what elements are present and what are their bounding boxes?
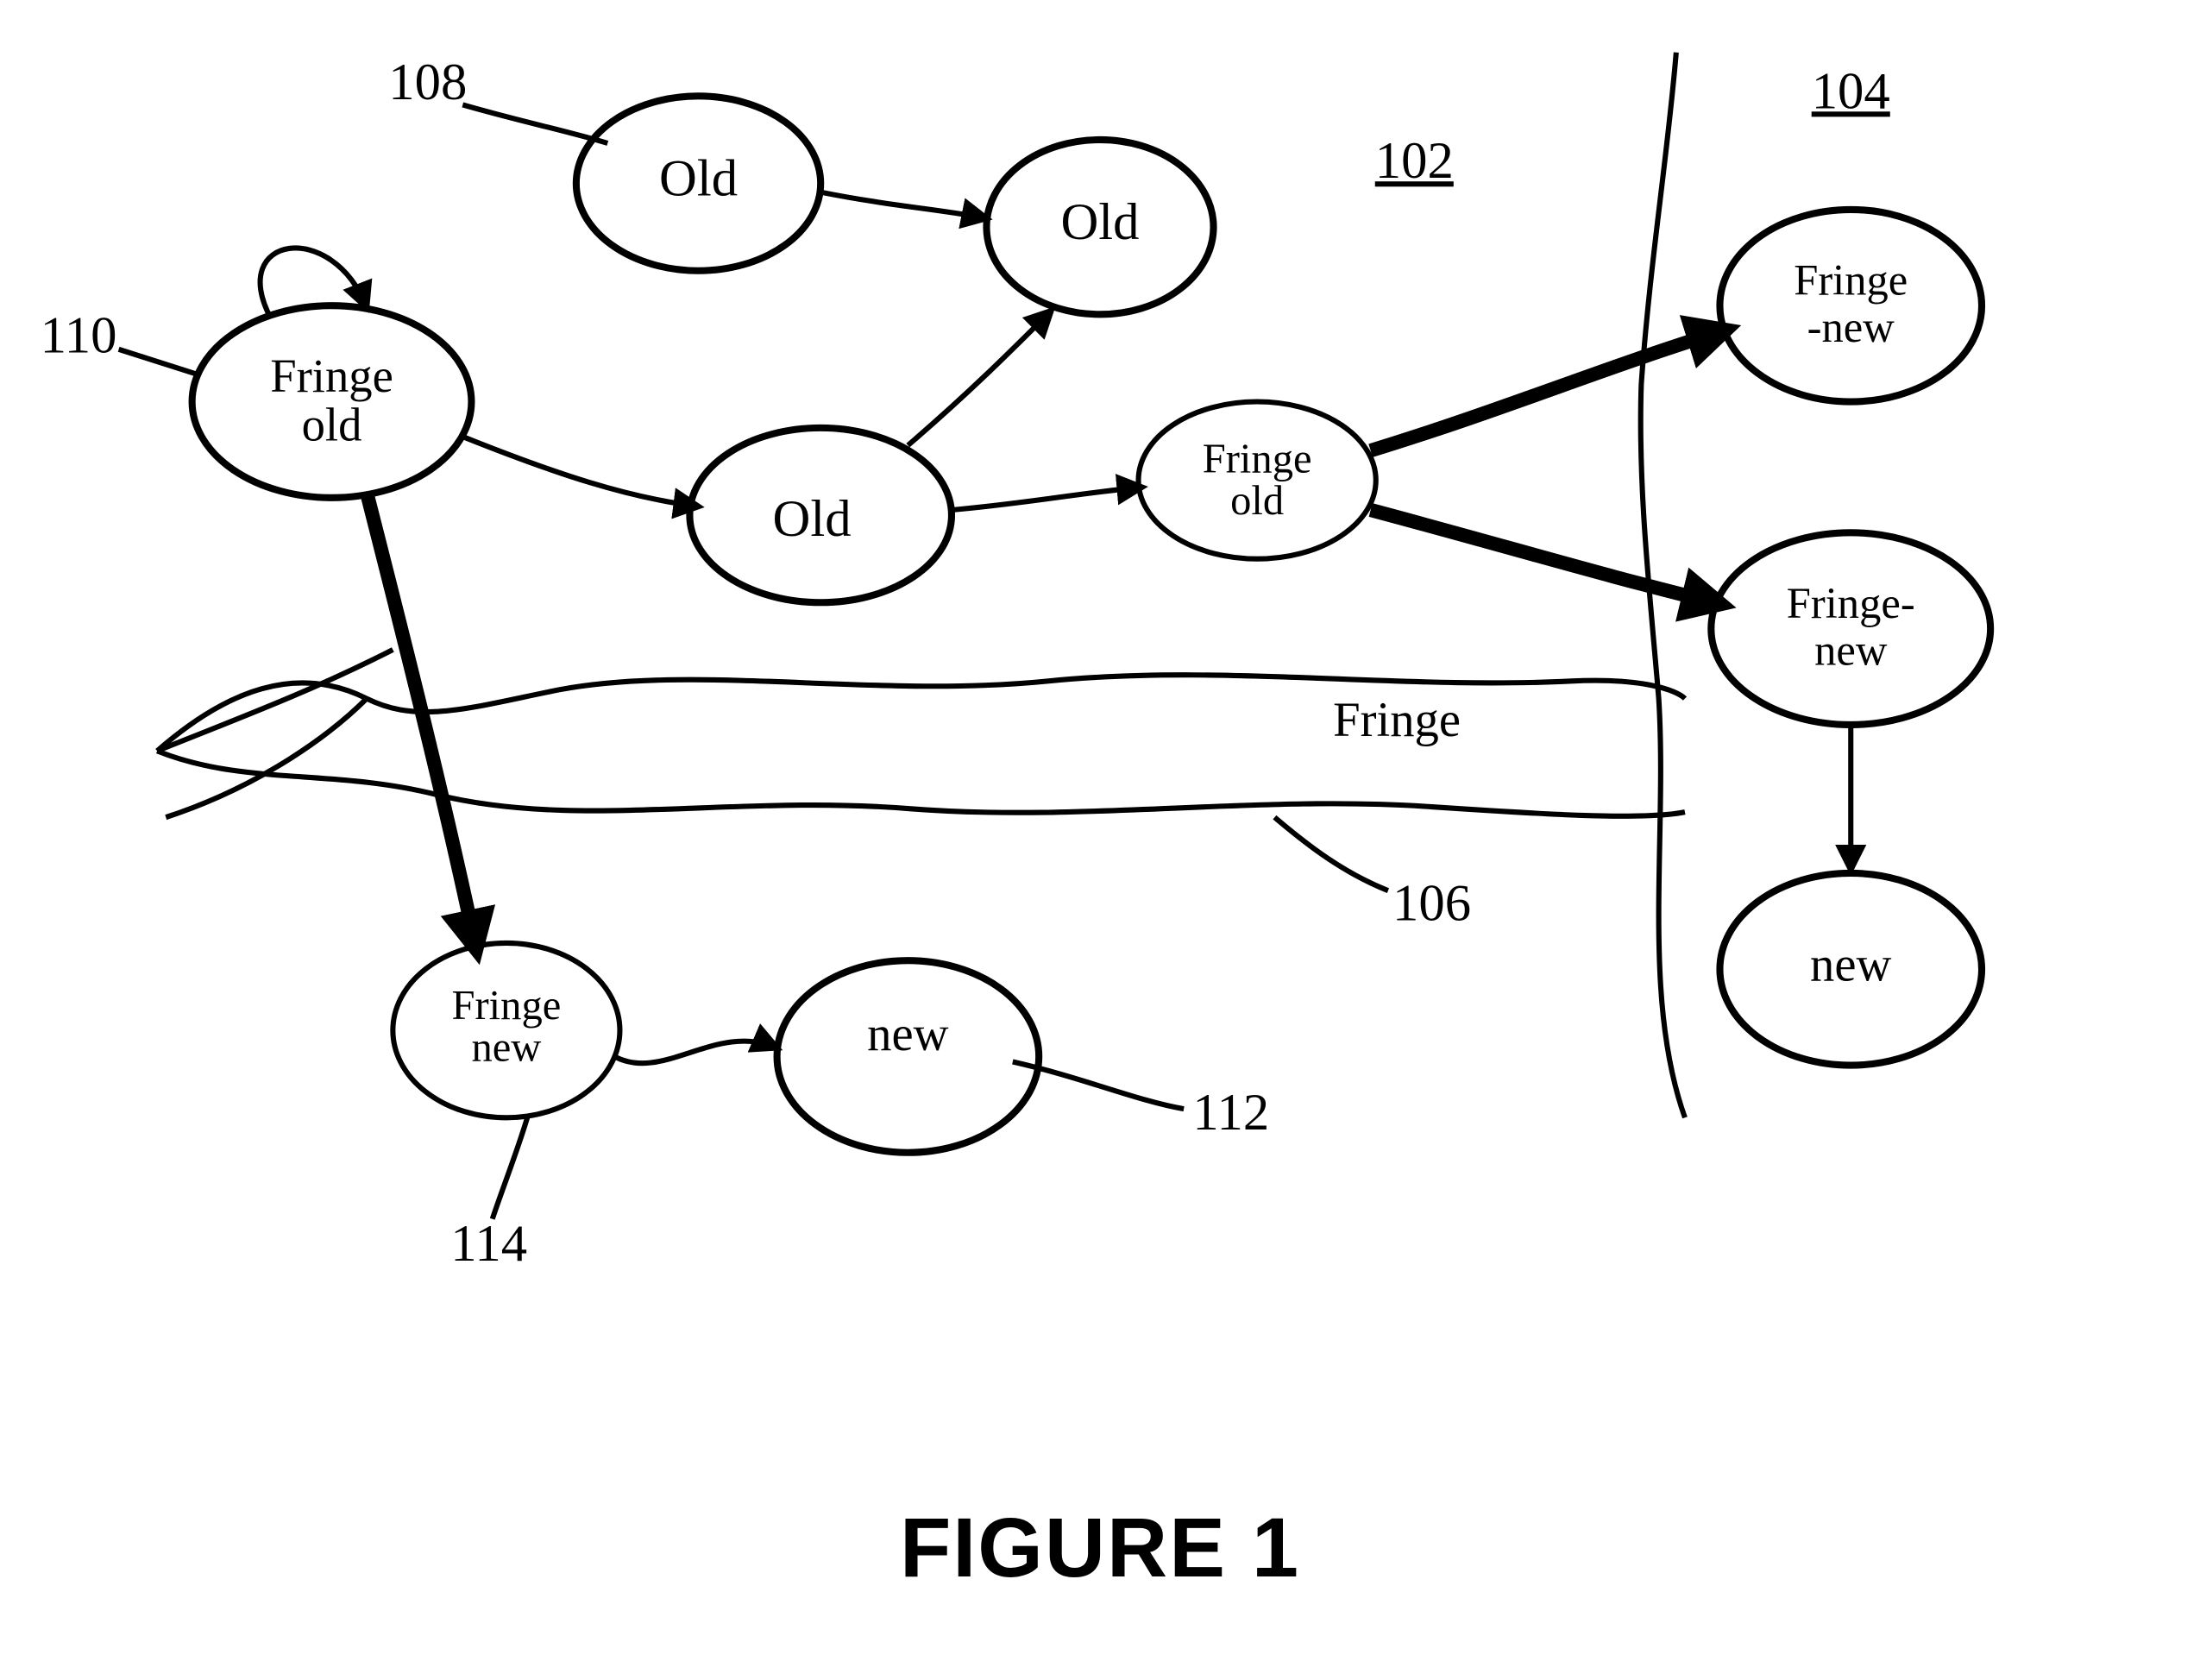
node-fringe-new-right2: Fringe- new [1711, 532, 1990, 725]
node-fringe-old-left: Fringe old [192, 305, 472, 498]
node-fringe-new-bottomleft-label1: Fringe [452, 982, 562, 1029]
edge-oldmid-fringer [952, 488, 1142, 510]
ref-112: 112 [1192, 1084, 1269, 1142]
ref-108: 108 [388, 53, 467, 111]
node-old-top-label: Old [659, 149, 738, 207]
ref-110: 110 [41, 307, 117, 365]
ref-104: 104 [1812, 62, 1890, 120]
edge-oldtop-oldright [820, 192, 986, 218]
edge-fringel-oldmid [462, 437, 698, 507]
node-fringe-new-topright-label2: -new [1807, 303, 1895, 351]
node-new-bottomright: new [1719, 873, 1982, 1066]
fringe-boundary-bottom [157, 751, 1685, 816]
leader-110 [119, 349, 201, 375]
node-old-right-label: Old [1060, 193, 1139, 251]
edge-fringer-fringenewr2 [1371, 510, 1715, 602]
node-fringe-new-right2-label1: Fringe- [1787, 579, 1915, 627]
fringe-boundary-tail [157, 650, 393, 817]
ref-106: 106 [1392, 874, 1471, 932]
figure-1-diagram: Old Old Fringe old Old Fringe old Fringe… [0, 0, 2200, 1680]
leader-108 [462, 104, 607, 143]
node-new-bottomright-label: new [1810, 938, 1891, 991]
node-old-right: Old [986, 140, 1213, 314]
node-fringe-new-topright-label1: Fringe [1794, 256, 1908, 305]
edge-fringel-fringenewbl [367, 493, 475, 943]
fringe-region-label: Fringe [1333, 694, 1461, 747]
node-fringe-new-bottomleft: Fringe new [393, 943, 619, 1117]
node-fringe-old-right-label2: old [1230, 477, 1284, 524]
node-fringe-new-bottomleft-label2: new [471, 1024, 541, 1071]
figure-caption: FIGURE 1 [900, 1501, 1300, 1595]
ref-102: 102 [1375, 132, 1454, 190]
node-old-mid: Old [689, 428, 952, 602]
node-new-bottommid-label: new [867, 1008, 948, 1061]
node-fringe-old-left-label1: Fringe [270, 349, 393, 402]
node-fringe-new-right2-label2: new [1814, 626, 1888, 675]
ref-114: 114 [450, 1215, 527, 1273]
node-old-top: Old [576, 96, 820, 270]
node-fringe-old-right: Fringe old [1139, 402, 1376, 559]
node-fringe-old-right-label1: Fringe [1203, 435, 1312, 481]
edge-fringenewbl-newbm [614, 1041, 776, 1064]
leader-106 [1274, 817, 1388, 890]
node-old-mid-label: Old [773, 490, 852, 548]
node-fringe-new-topright: Fringe -new [1719, 210, 1982, 402]
edge-fringer-fringenewtr [1371, 332, 1720, 451]
node-new-bottommid: new [777, 960, 1040, 1153]
node-fringe-old-left-label2: old [302, 398, 362, 450]
edge-oldmid-oldright [908, 311, 1051, 445]
leader-114 [493, 1117, 527, 1218]
